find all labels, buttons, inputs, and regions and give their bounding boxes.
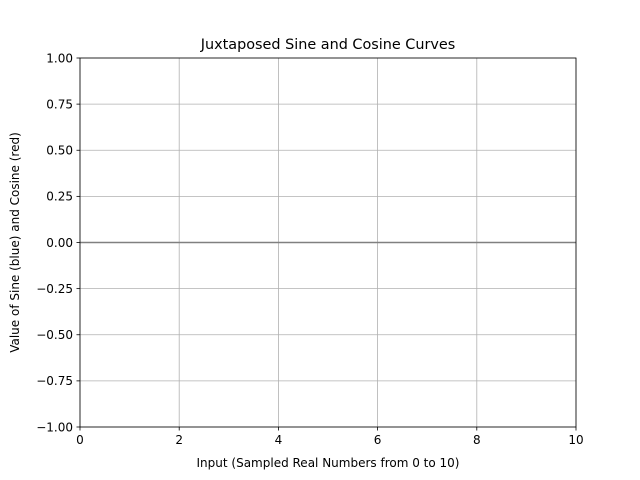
x-axis-ticks: 0 2 4 6 8 10 — [76, 427, 584, 447]
x-tick-label: 2 — [175, 433, 183, 447]
x-tick-label: 10 — [568, 433, 583, 447]
x-tick-label: 8 — [473, 433, 481, 447]
y-tick-label: 0.75 — [46, 97, 73, 111]
y-tick-label: 0.25 — [46, 190, 73, 204]
y-tick-label: −0.75 — [36, 374, 73, 388]
y-axis-ticks: −1.00 −0.75 −0.50 −0.25 0.00 0.25 0.50 0.75 1.00 — [36, 51, 80, 434]
x-tick-label: 4 — [275, 433, 283, 447]
y-tick-label: −1.00 — [36, 420, 73, 434]
y-tick-label: 1.00 — [46, 51, 73, 65]
y-tick-label: 0.50 — [46, 144, 73, 158]
x-tick-label: 0 — [76, 433, 84, 447]
y-axis-label: Value of Sine (blue) and Cosine (red) — [8, 132, 22, 353]
y-tick-label: 0.00 — [46, 236, 73, 250]
x-tick-label: 6 — [374, 433, 382, 447]
chart-title: Juxtaposed Sine and Cosine Curves — [200, 37, 456, 53]
x-axis-label: Input (Sampled Real Numbers from 0 to 10… — [197, 456, 460, 470]
y-tick-label: −0.25 — [36, 282, 73, 296]
y-tick-label: −0.50 — [36, 328, 73, 342]
